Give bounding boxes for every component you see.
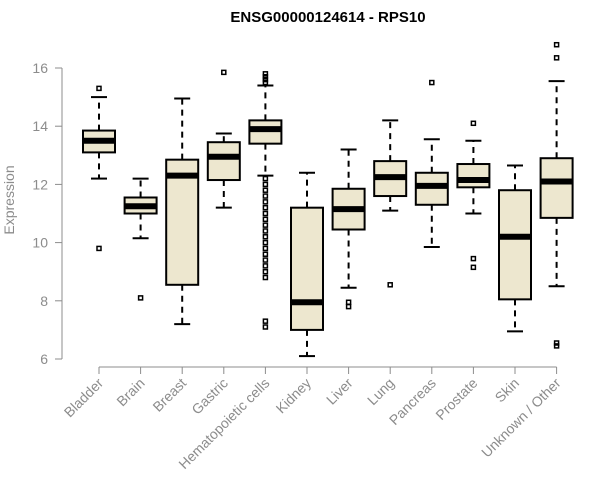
- outlier-point: [262, 234, 269, 240]
- outlier-point: [262, 210, 269, 217]
- x-tick-label: Kidney: [273, 375, 315, 417]
- outlier-point: [262, 175, 269, 182]
- box-bladder: [82, 85, 116, 252]
- outlier-point: [262, 318, 269, 324]
- x-tick-label: Bladder: [61, 375, 107, 421]
- outlier-point: [262, 251, 269, 257]
- box-breast: [165, 97, 200, 326]
- outlier-point: [137, 295, 144, 301]
- y-tick-label: 8: [40, 293, 48, 309]
- outlier-point: [96, 85, 102, 92]
- outlier-point: [262, 181, 269, 188]
- box-lung: [373, 119, 408, 288]
- outlier-point: [553, 343, 560, 349]
- box-brain: [123, 177, 158, 301]
- box-liver: [331, 148, 366, 310]
- outlier-point: [262, 222, 269, 228]
- outlier-point: [345, 299, 352, 306]
- outlier-point: [470, 255, 477, 262]
- box-kidney: [290, 171, 324, 358]
- outlier-point: [262, 324, 269, 330]
- iqr-box: [539, 157, 574, 219]
- y-tick-label: 10: [32, 235, 48, 251]
- box-series: [82, 41, 574, 358]
- box-skin: [498, 164, 532, 333]
- outlier-point: [553, 41, 560, 48]
- outlier-point: [470, 120, 477, 127]
- y-tick-label: 14: [32, 118, 48, 134]
- outlier-point: [429, 79, 435, 86]
- x-tick-label: Liver: [323, 375, 356, 408]
- outlier-point: [262, 245, 269, 252]
- outlier-point: [221, 69, 227, 76]
- outlier-point: [470, 264, 477, 271]
- outlier-point: [262, 199, 269, 205]
- iqr-box: [206, 141, 241, 182]
- outlier-point: [262, 187, 269, 193]
- iqr-box: [165, 158, 200, 286]
- outlier-point: [262, 257, 269, 263]
- x-tick-label: Breast: [149, 375, 189, 415]
- outlier-point: [262, 79, 269, 86]
- y-tick-label: 12: [32, 176, 48, 192]
- box-hematopoietic-cells: [248, 71, 283, 330]
- iqr-box: [290, 206, 324, 331]
- box-gastric: [206, 69, 241, 209]
- y-axis-label: Expression: [1, 165, 17, 234]
- y-tick-label: 6: [40, 351, 48, 367]
- y-tick-label: 16: [32, 60, 48, 76]
- outlier-point: [262, 239, 269, 246]
- outlier-point: [387, 282, 393, 288]
- outlier-point: [345, 303, 352, 310]
- outlier-point: [262, 193, 269, 199]
- iqr-box: [498, 189, 532, 301]
- x-tick-label: Unknown / Other: [478, 375, 564, 461]
- x-tick-label: Lung: [364, 375, 397, 408]
- chart-title: ENSG00000124614 - RPS10: [230, 9, 425, 26]
- x-tick-label: Prostate: [432, 375, 480, 423]
- outlier-point: [262, 263, 269, 269]
- outlier-point: [262, 71, 269, 77]
- outlier-point: [262, 274, 269, 281]
- outlier-point: [553, 340, 560, 346]
- iqr-box: [456, 163, 491, 189]
- x-tick-label: Brain: [113, 375, 147, 409]
- outlier-point: [553, 55, 560, 61]
- box-unknown-other: [539, 41, 574, 349]
- y-axis: 6 8 10 12 14 16: [32, 60, 63, 367]
- outlier-point: [262, 268, 269, 275]
- outlier-point: [262, 228, 269, 234]
- outlier-point: [262, 216, 269, 223]
- outlier-point: [96, 245, 102, 252]
- x-tick-label: Skin: [492, 375, 523, 406]
- outlier-point: [262, 73, 269, 80]
- box-pancreas: [414, 79, 449, 248]
- box-prostate: [456, 120, 491, 271]
- outlier-point: [262, 204, 269, 211]
- outlier-point: [262, 76, 269, 83]
